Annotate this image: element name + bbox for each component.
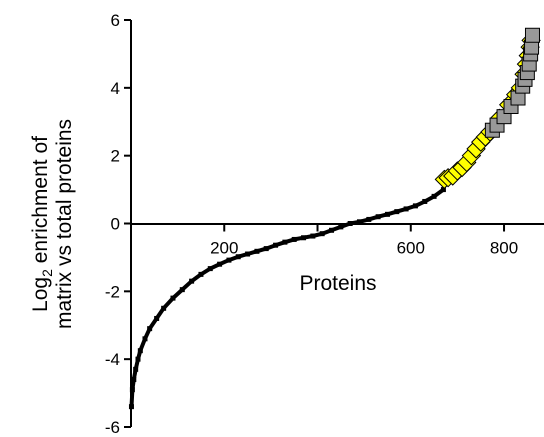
x-tick-label-0: 200 — [210, 239, 238, 258]
data-point-5 — [137, 348, 143, 354]
data-point-27 — [329, 227, 335, 233]
data-point-16 — [226, 257, 232, 263]
x-axis-ticks: 200 600 800 — [210, 223, 518, 258]
y-tick-label-6: 6 — [111, 11, 120, 30]
data-point-2 — [131, 377, 137, 383]
y-tick-label-4: 2 — [111, 147, 120, 166]
data-point-7 — [147, 326, 153, 332]
data-point-39 — [440, 187, 446, 193]
data-point-26 — [319, 231, 325, 237]
gray-square-point-11 — [524, 27, 540, 43]
x-axis-title: Proteins — [299, 272, 376, 295]
data-point-34 — [394, 209, 400, 215]
data-point-36 — [412, 203, 418, 209]
data-point-38 — [431, 193, 437, 199]
y-axis-title-line1-rest: enrichment of — [29, 136, 52, 269]
data-point-20 — [263, 246, 269, 252]
data-point-4 — [135, 356, 141, 362]
series-2 — [484, 27, 540, 138]
data-point-28 — [338, 224, 344, 230]
data-point-18 — [245, 251, 251, 257]
y-axis-title-subscript: 2 — [39, 269, 55, 277]
data-point-13 — [198, 271, 204, 277]
data-point-11 — [179, 287, 185, 293]
x-tick-label-2: 800 — [490, 239, 518, 258]
data-point-31 — [366, 216, 372, 222]
data-point-8 — [154, 315, 160, 321]
data-point-21 — [273, 242, 279, 248]
y-tick-label-3: 0 — [111, 215, 120, 234]
series-curve — [129, 187, 446, 409]
data-point-6 — [142, 336, 148, 342]
y-tick-label-5: 4 — [111, 79, 120, 98]
data-point-24 — [301, 235, 307, 241]
data-point-9 — [161, 305, 167, 311]
data-point-17 — [235, 254, 241, 260]
data-point-32 — [375, 214, 381, 220]
data-point-1 — [129, 387, 135, 393]
data-point-23 — [291, 236, 297, 242]
y-axis-title-log: Log — [29, 277, 52, 312]
data-point-19 — [254, 248, 260, 254]
data-point-33 — [384, 211, 390, 217]
y-tick-label-2: -2 — [105, 282, 120, 301]
y-tick-label-1: -4 — [105, 350, 120, 369]
data-point-25 — [310, 233, 316, 239]
series-0 — [128, 187, 446, 410]
data-series — [128, 27, 541, 410]
data-point-10 — [170, 295, 176, 301]
data-point-29 — [347, 221, 353, 226]
y-axis-ticks: -6 -4 -2 0 2 4 6 — [105, 11, 131, 437]
svg-text:Log2 enrichment of: Log2 enrichment of — [29, 136, 55, 312]
data-point-14 — [207, 266, 213, 272]
data-point-37 — [422, 198, 428, 204]
y-axis-title-line2: matrix vs total proteins — [53, 119, 76, 329]
data-point-35 — [403, 206, 409, 212]
data-point-30 — [356, 219, 362, 225]
y-axis-title: Log2 enrichment of matrix vs total prote… — [29, 119, 76, 329]
data-point-0 — [128, 404, 134, 410]
data-point-15 — [217, 261, 223, 267]
x-tick-label-1: 600 — [397, 239, 425, 258]
data-point-12 — [189, 278, 195, 284]
data-point-3 — [133, 366, 139, 372]
y-tick-label-0: -6 — [105, 418, 120, 437]
data-point-22 — [282, 239, 288, 245]
